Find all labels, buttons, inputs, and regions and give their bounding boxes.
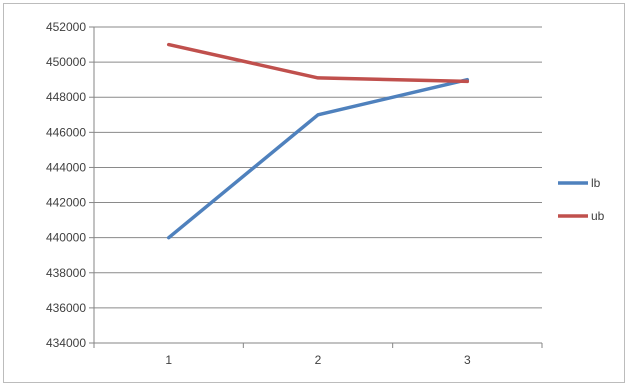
y-tick-label: 438000 <box>46 266 86 280</box>
gridlines <box>94 26 542 309</box>
y-tick-label: 440000 <box>46 231 86 245</box>
x-tick-label: 3 <box>464 353 471 367</box>
y-tick-label: 442000 <box>46 196 86 210</box>
legend: lb ub <box>558 176 605 223</box>
x-tick-label: 2 <box>315 353 322 367</box>
series-lines <box>166 42 470 240</box>
y-tick-label: 446000 <box>46 125 86 139</box>
x-tick-label: 1 <box>165 353 172 367</box>
legend-label-lb: lb <box>591 176 601 190</box>
axes <box>89 26 543 348</box>
y-tick-label: 452000 <box>46 20 86 34</box>
legend-label-ub: ub <box>591 209 605 223</box>
y-tick-label: 434000 <box>46 336 86 350</box>
series-line-lb <box>166 77 470 240</box>
chart-frame: 434000 436000 438000 440000 442000 444000 4460… <box>3 3 625 383</box>
y-tick-label: 448000 <box>46 90 86 104</box>
y-tick-label: 444000 <box>46 160 86 174</box>
y-tick-labels: 434000 436000 438000 440000 442000 444000 4460… <box>46 20 86 350</box>
y-tick-label: 436000 <box>46 301 86 315</box>
y-tick-label: 450000 <box>46 55 86 69</box>
plot-area: 434000 436000 438000 440000 442000 444000 4460… <box>46 20 543 367</box>
x-tick-labels: 1 2 3 <box>165 353 471 367</box>
line-chart: 434000 436000 438000 440000 442000 444000 4460… <box>46 20 605 367</box>
series-line-ub <box>166 42 470 84</box>
